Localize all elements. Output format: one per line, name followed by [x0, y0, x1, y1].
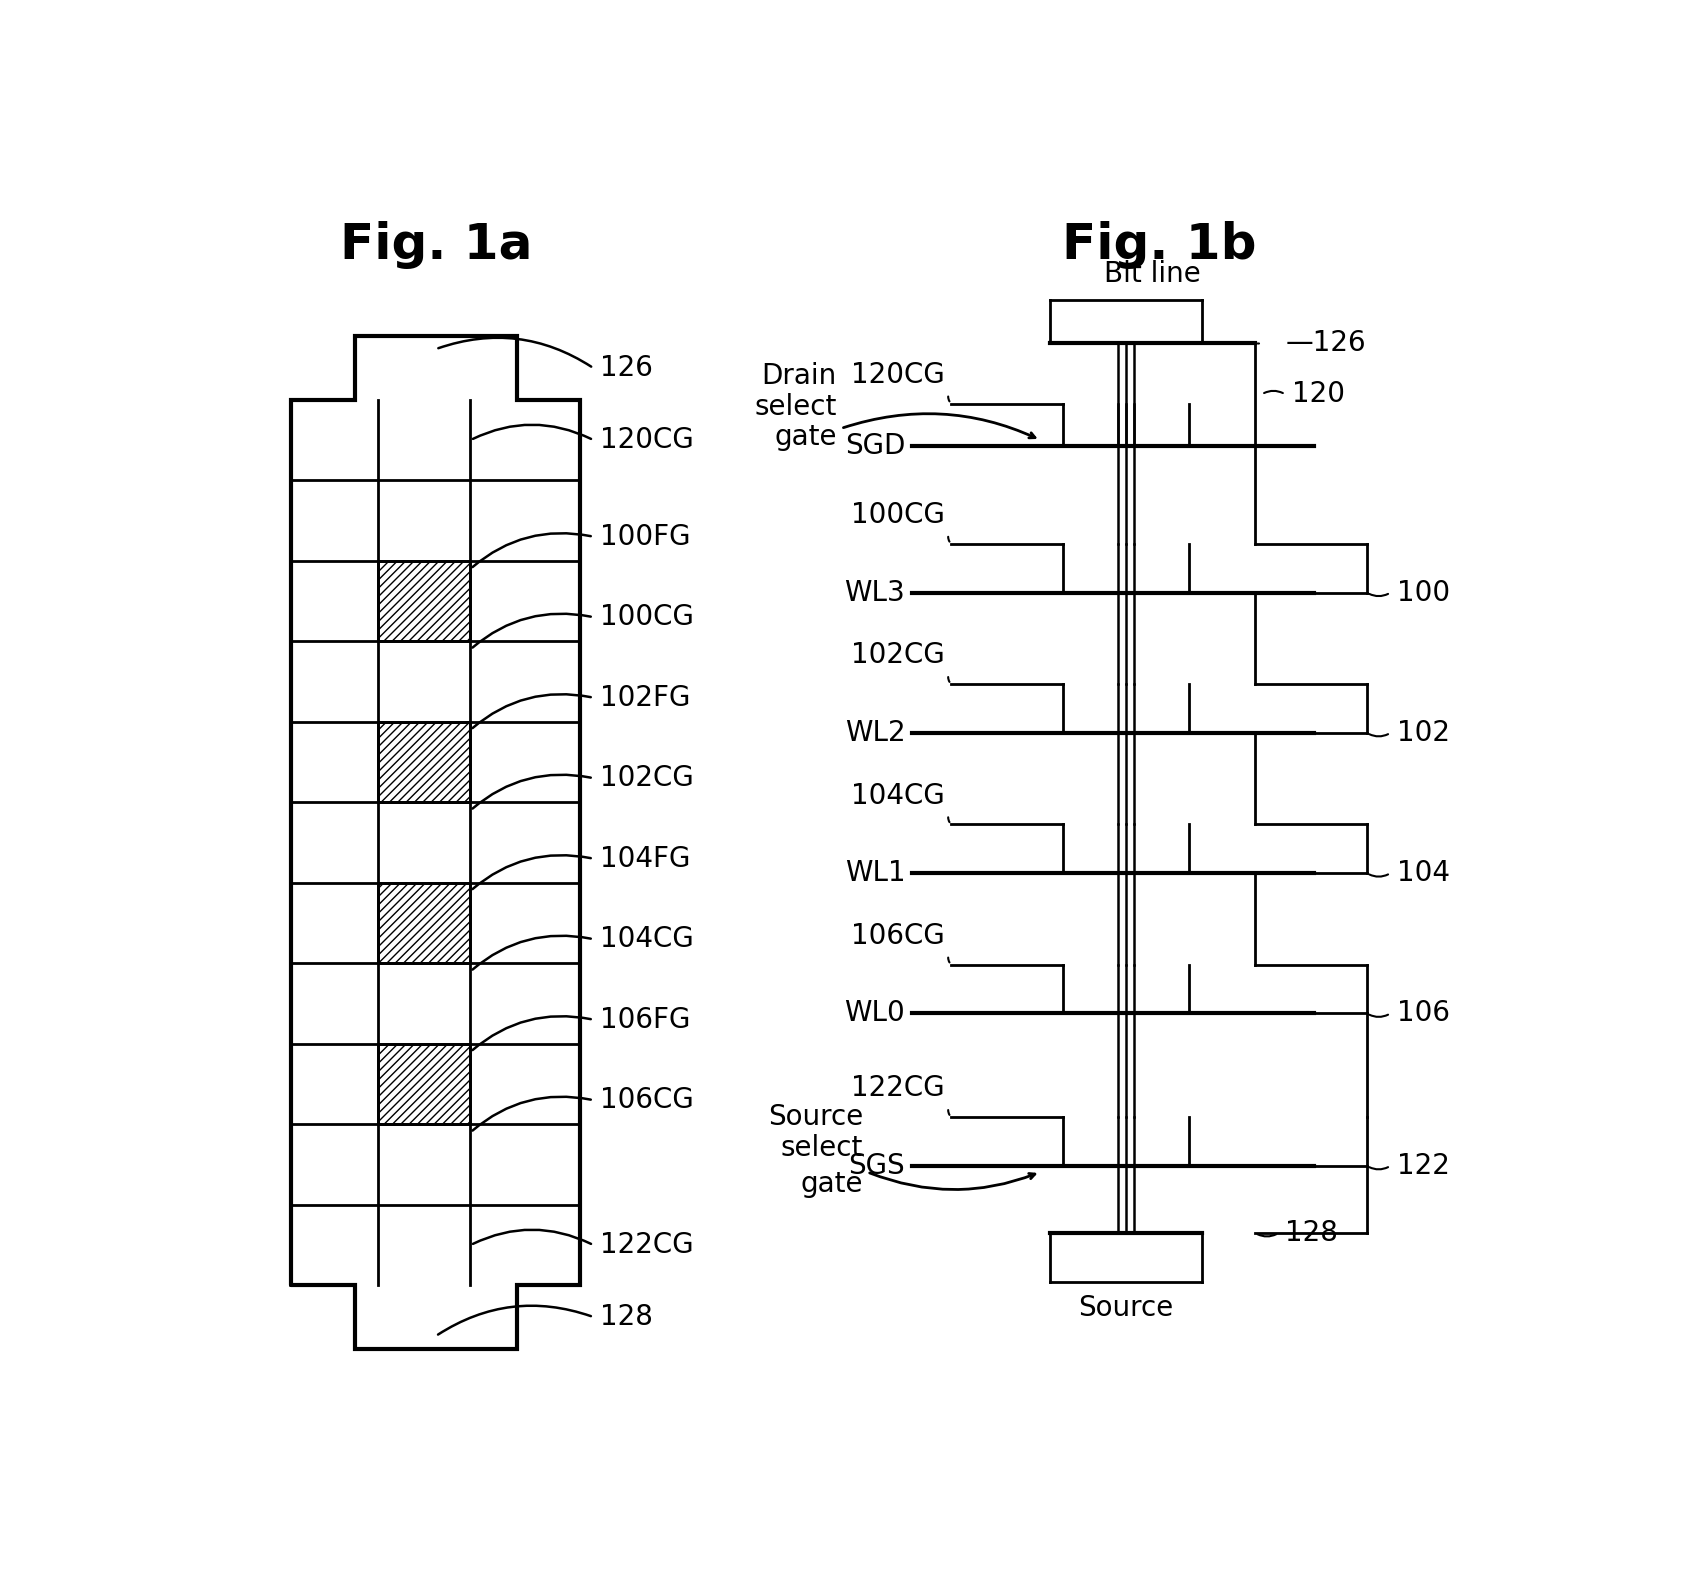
Text: WL1: WL1 — [845, 859, 905, 887]
Text: 106CG: 106CG — [850, 922, 945, 950]
Text: 120CG: 120CG — [601, 426, 694, 455]
Text: WL2: WL2 — [845, 719, 905, 746]
Text: 104CG: 104CG — [601, 925, 694, 954]
Text: 100FG: 100FG — [601, 523, 691, 551]
Text: Fig. 1b: Fig. 1b — [1062, 220, 1256, 269]
Text: 120: 120 — [1291, 380, 1346, 409]
Bar — [378, 561, 470, 642]
Bar — [378, 722, 470, 803]
Text: 122: 122 — [1397, 1152, 1449, 1180]
Text: select: select — [755, 393, 837, 421]
Text: Source: Source — [1079, 1294, 1174, 1323]
Text: 128: 128 — [601, 1304, 653, 1331]
Text: 104CG: 104CG — [850, 781, 945, 809]
Bar — [378, 882, 470, 963]
Bar — [378, 1044, 470, 1125]
Text: 100: 100 — [1397, 578, 1451, 607]
Text: 128: 128 — [1285, 1220, 1339, 1247]
Text: 106CG: 106CG — [601, 1087, 694, 1114]
Text: 122CG: 122CG — [601, 1231, 694, 1259]
Text: WL0: WL0 — [845, 1000, 905, 1028]
Text: 106FG: 106FG — [601, 1006, 691, 1034]
Text: SGS: SGS — [848, 1152, 905, 1180]
Text: 102CG: 102CG — [850, 642, 945, 670]
Text: 102CG: 102CG — [601, 763, 694, 792]
Text: 122CG: 122CG — [852, 1074, 945, 1102]
Text: 104: 104 — [1397, 859, 1451, 887]
Text: 120CG: 120CG — [850, 361, 945, 390]
Text: Source: Source — [767, 1102, 864, 1131]
Text: select: select — [781, 1134, 864, 1161]
Text: 100CG: 100CG — [601, 604, 694, 630]
Text: SGD: SGD — [845, 432, 905, 461]
Text: gate: gate — [774, 423, 837, 451]
Text: 106: 106 — [1397, 1000, 1451, 1028]
Text: 100CG: 100CG — [850, 501, 945, 529]
Text: Drain: Drain — [762, 363, 837, 390]
Text: gate: gate — [801, 1171, 864, 1198]
Text: 102FG: 102FG — [601, 684, 691, 711]
Text: 102: 102 — [1397, 719, 1451, 746]
Text: Fig. 1a: Fig. 1a — [339, 220, 531, 269]
Text: Bit line: Bit line — [1105, 260, 1201, 288]
Text: 126: 126 — [601, 355, 653, 382]
Text: 104FG: 104FG — [601, 844, 691, 873]
Text: WL3: WL3 — [845, 578, 905, 607]
Text: —126: —126 — [1285, 328, 1366, 356]
